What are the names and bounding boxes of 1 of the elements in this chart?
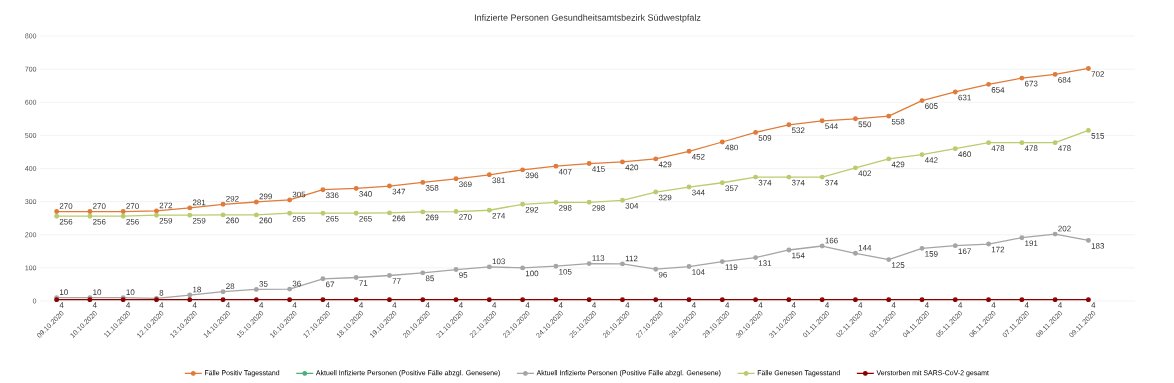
- chart-title: Infizierte Personen Gesundheitsamtsbezirk Südwestpfalz: [474, 14, 701, 23]
